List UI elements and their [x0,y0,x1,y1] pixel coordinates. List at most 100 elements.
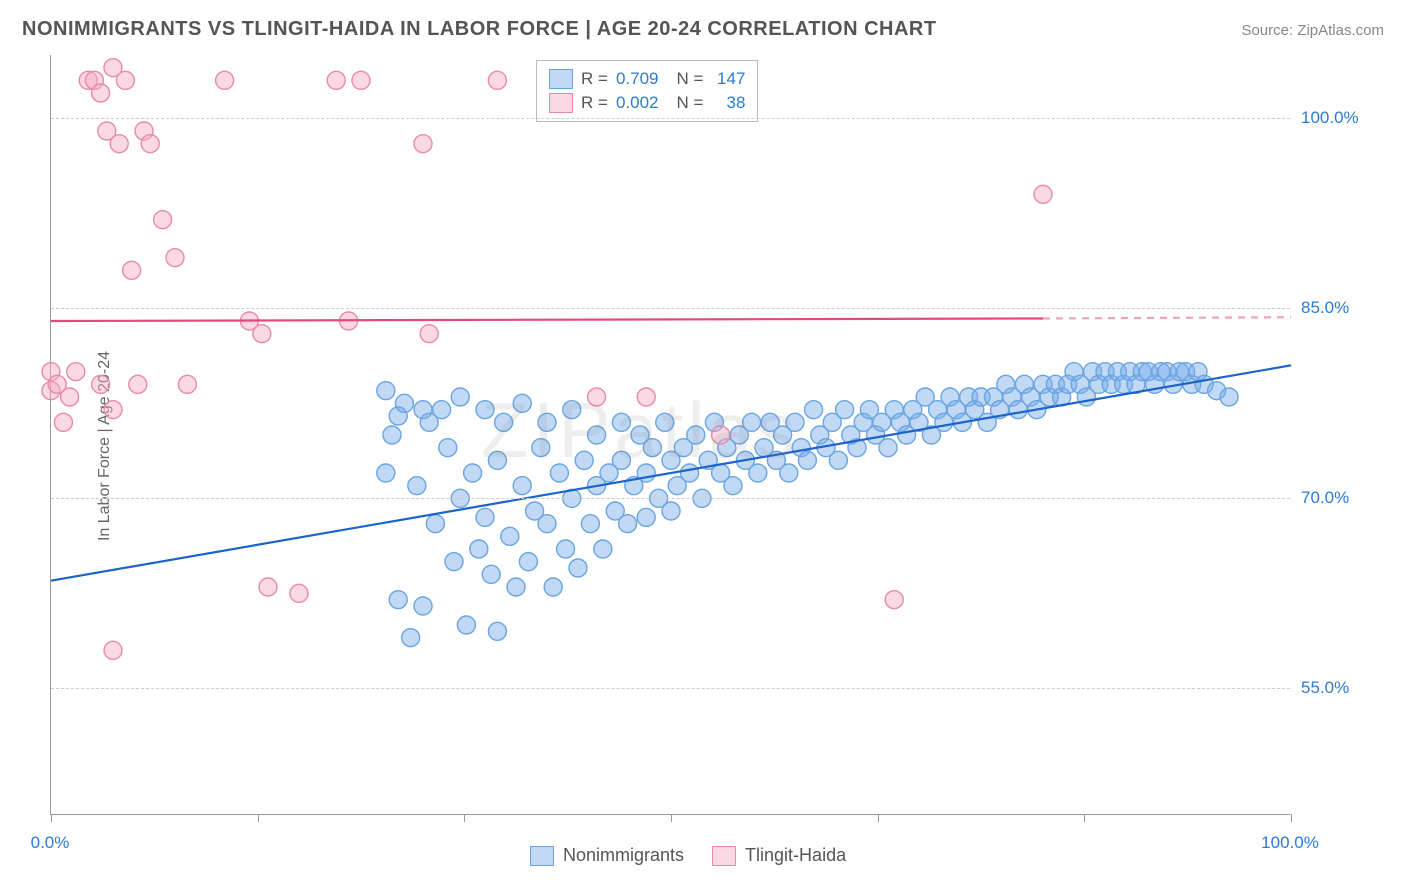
data-point [656,413,674,431]
data-point [538,515,556,533]
chart-svg [51,55,1290,814]
data-point [588,388,606,406]
trend-line [51,318,1043,321]
ytick-label: 85.0% [1301,298,1349,318]
data-point [445,553,463,571]
data-point [402,629,420,647]
legend-stat-row: R = 0.709N = 147 [549,67,745,91]
data-point [457,616,475,634]
data-point [563,401,581,419]
legend-stat-row: R = 0.002N = 38 [549,91,745,115]
data-point [414,135,432,153]
data-point [805,401,823,419]
data-point [519,553,537,571]
xtick [51,814,52,822]
stat-n-label: N = [676,69,703,89]
data-point [259,578,277,596]
legend-item: Nonimmigrants [530,845,684,866]
data-point [1034,185,1052,203]
data-point [743,413,761,431]
data-point [612,413,630,431]
xtick [671,814,672,822]
data-point [612,451,630,469]
stat-r-label: R = [581,69,608,89]
data-point [439,439,457,457]
data-point [408,477,426,495]
data-point [575,451,593,469]
data-point [476,401,494,419]
data-point [216,71,234,89]
data-point [141,135,159,153]
data-point [104,401,122,419]
data-point [327,71,345,89]
trend-line [51,365,1291,580]
data-point [798,451,816,469]
ytick-label: 55.0% [1301,678,1349,698]
data-point [290,584,308,602]
gridline-h [51,688,1290,689]
data-point [377,464,395,482]
data-point [619,515,637,533]
data-point [513,394,531,412]
trend-line-ext [1043,317,1291,318]
data-point [104,641,122,659]
data-point [426,515,444,533]
data-point [123,261,141,279]
data-point [507,578,525,596]
chart-title: NONIMMIGRANTS VS TLINGIT-HAIDA IN LABOR … [22,18,937,41]
data-point [581,515,599,533]
data-point [476,508,494,526]
xtick [878,814,879,822]
legend-swatch [530,846,554,866]
data-point [92,375,110,393]
data-point [92,84,110,102]
data-point [488,71,506,89]
stat-n-value: 38 [711,93,745,113]
xtick-label: 0.0% [31,833,70,853]
data-point [637,388,655,406]
data-point [643,439,661,457]
gridline-h [51,498,1290,499]
data-point [569,559,587,577]
plot-area: ZIPatlas R = 0.709N = 147R = 0.002N = 38… [50,55,1290,815]
data-point [464,464,482,482]
data-point [786,413,804,431]
data-point [116,71,134,89]
legend-swatch [712,846,736,866]
data-point [829,451,847,469]
data-point [61,388,79,406]
data-point [395,394,413,412]
data-point [588,426,606,444]
data-point [433,401,451,419]
data-point [470,540,488,558]
data-point [681,464,699,482]
xtick-label: 100.0% [1261,833,1319,853]
data-point [544,578,562,596]
data-point [110,135,128,153]
ytick-label: 100.0% [1301,108,1359,128]
data-point [637,508,655,526]
data-point [550,464,568,482]
data-point [352,71,370,89]
data-point [377,382,395,400]
legend-label: Tlingit-Haida [745,845,846,866]
data-point [154,211,172,229]
data-point [482,565,500,583]
data-point [594,540,612,558]
data-point [488,451,506,469]
xtick [1084,814,1085,822]
data-point [420,325,438,343]
stat-r-value: 0.002 [616,93,659,113]
stat-n-value: 147 [711,69,745,89]
data-point [54,413,72,431]
data-point [414,597,432,615]
data-point [780,464,798,482]
data-point [513,477,531,495]
ytick-label: 70.0% [1301,488,1349,508]
data-point [389,591,407,609]
data-point [836,401,854,419]
data-point [879,439,897,457]
data-point [166,249,184,267]
data-point [451,388,469,406]
data-point [662,502,680,520]
